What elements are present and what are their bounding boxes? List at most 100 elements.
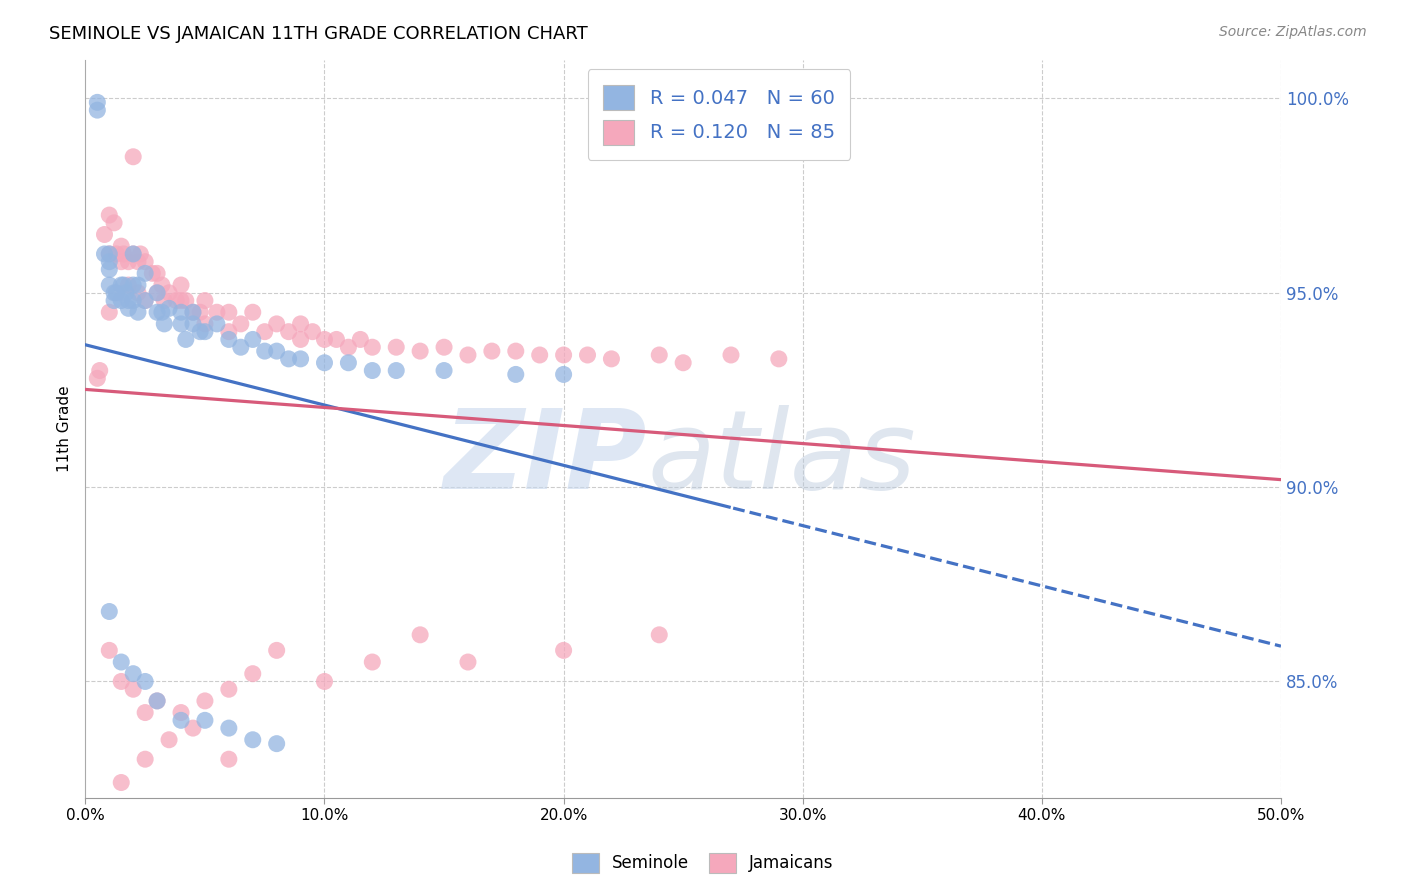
Point [218, 682, 240, 697]
Point [110, 674, 132, 689]
Point [122, 247, 145, 261]
Text: SEMINOLE VS JAMAICAN 11TH GRADE CORRELATION CHART: SEMINOLE VS JAMAICAN 11TH GRADE CORRELAT… [49, 25, 588, 43]
Point [277, 351, 299, 366]
Point [134, 674, 156, 689]
Point [576, 348, 599, 362]
Point [170, 278, 193, 293]
Point [98, 208, 121, 222]
Point [314, 333, 336, 347]
Point [505, 368, 527, 382]
Point [146, 285, 169, 300]
Point [181, 317, 204, 331]
Point [153, 317, 176, 331]
Point [134, 293, 156, 308]
Point [98, 305, 121, 319]
Point [112, 247, 135, 261]
Point [127, 254, 149, 268]
Point [115, 285, 138, 300]
Point [86, 371, 108, 385]
Point [314, 674, 336, 689]
Point [127, 305, 149, 319]
Point [194, 325, 217, 339]
Point [110, 239, 132, 253]
Point [553, 643, 575, 657]
Point [242, 666, 264, 681]
Point [433, 363, 456, 377]
Point [146, 305, 169, 319]
Point [103, 285, 125, 300]
Point [105, 247, 128, 261]
Point [174, 293, 197, 308]
Point [110, 775, 132, 789]
Point [361, 655, 384, 669]
Point [93, 247, 115, 261]
Point [170, 714, 193, 728]
Point [134, 266, 156, 280]
Point [648, 348, 671, 362]
Point [134, 752, 156, 766]
Point [146, 285, 169, 300]
Point [122, 150, 145, 164]
Point [457, 348, 479, 362]
Point [385, 340, 408, 354]
Point [110, 293, 132, 308]
Point [86, 103, 108, 117]
Point [122, 293, 145, 308]
Text: Source: ZipAtlas.com: Source: ZipAtlas.com [1219, 25, 1367, 39]
Point [112, 278, 135, 293]
Point [117, 254, 139, 268]
Point [361, 340, 384, 354]
Point [242, 305, 264, 319]
Point [218, 333, 240, 347]
Point [122, 278, 145, 293]
Point [290, 351, 312, 366]
Point [194, 714, 217, 728]
Point [337, 340, 360, 354]
Point [481, 344, 503, 359]
Point [146, 694, 169, 708]
Point [98, 247, 121, 261]
Point [218, 721, 240, 735]
Point [194, 694, 217, 708]
Point [117, 293, 139, 308]
Point [277, 325, 299, 339]
Point [266, 317, 288, 331]
Point [349, 333, 371, 347]
Point [433, 340, 456, 354]
Point [253, 344, 276, 359]
Y-axis label: 11th Grade: 11th Grade [58, 385, 72, 472]
Point [409, 344, 432, 359]
Text: atlas: atlas [647, 405, 915, 512]
Point [314, 356, 336, 370]
Point [146, 266, 169, 280]
Point [229, 317, 252, 331]
Point [170, 293, 193, 308]
Point [194, 293, 217, 308]
Point [86, 95, 108, 110]
Point [146, 694, 169, 708]
Legend: R = 0.047   N = 60, R = 0.120   N = 85: R = 0.047 N = 60, R = 0.120 N = 85 [588, 70, 851, 161]
Point [103, 216, 125, 230]
Point [301, 325, 323, 339]
Point [229, 340, 252, 354]
Point [720, 348, 742, 362]
Point [170, 317, 193, 331]
Legend: Seminole, Jamaicans: Seminole, Jamaicans [565, 847, 841, 880]
Point [150, 305, 173, 319]
Point [325, 333, 347, 347]
Point [134, 293, 156, 308]
Point [98, 262, 121, 277]
Point [529, 348, 551, 362]
Point [122, 682, 145, 697]
Point [457, 655, 479, 669]
Point [181, 305, 204, 319]
Point [93, 227, 115, 242]
Point [553, 348, 575, 362]
Point [134, 706, 156, 720]
Point [768, 351, 790, 366]
Point [157, 285, 180, 300]
Point [409, 628, 432, 642]
Point [290, 317, 312, 331]
Point [218, 752, 240, 766]
Point [266, 737, 288, 751]
